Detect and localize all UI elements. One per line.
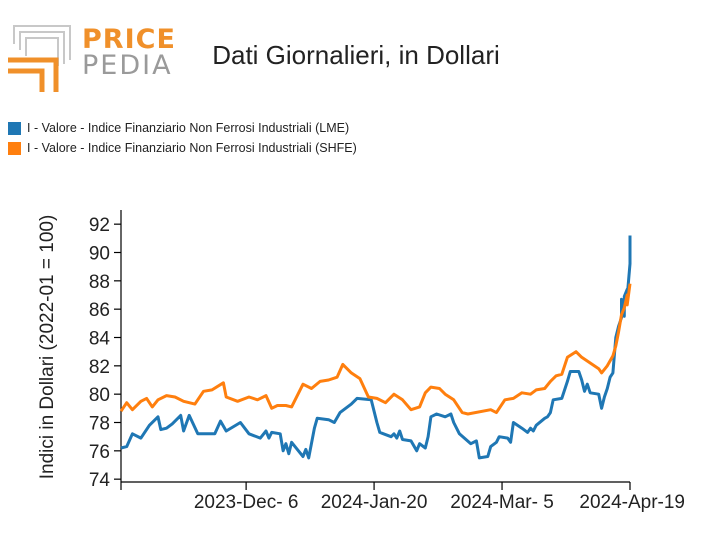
y-tick-label: 86 bbox=[89, 300, 110, 321]
series-line-lme bbox=[120, 235, 632, 460]
x-tick-label: 2024-Mar- 5 bbox=[450, 492, 554, 513]
legend-swatch-lme bbox=[8, 121, 21, 135]
y-tick-label: 92 bbox=[89, 215, 110, 236]
legend-item-lme[interactable]: I - Valore - Indice Finanziario Non Ferr… bbox=[8, 118, 357, 138]
y-tick-label: 90 bbox=[89, 244, 110, 265]
logo-pedia-text: PEDIA bbox=[82, 50, 173, 81]
y-tick-label: 78 bbox=[89, 414, 110, 435]
y-tick-label: 80 bbox=[89, 385, 110, 406]
axes: 74 76 78 80 82 84 86 88 90 92 2023-Dec- 6 2024-Jan-… bbox=[89, 210, 685, 513]
logo-mark-icon bbox=[8, 25, 71, 92]
legend-label-lme: I - Valore - Indice Finanziario Non Ferr… bbox=[27, 121, 350, 135]
pricepedia-logo: PRICE PEDIA bbox=[6, 20, 175, 92]
x-tick-label: 2024-Apr-19 bbox=[579, 492, 685, 513]
logo-price-text: PRICE bbox=[82, 24, 176, 55]
legend: I - Valore - Indice Finanziario Non Ferr… bbox=[8, 118, 357, 158]
y-tick-label: 82 bbox=[89, 357, 110, 378]
series-line-shfe bbox=[119, 283, 632, 416]
legend-item-shfe[interactable]: I - Valore - Indice Finanziario Non Ferr… bbox=[8, 138, 357, 158]
series-layer bbox=[119, 235, 632, 460]
legend-swatch-shfe bbox=[8, 141, 21, 155]
y-axis-label: Indici in Dollari (2022-01 = 100) bbox=[37, 215, 58, 480]
x-tick-label: 2024-Jan-20 bbox=[321, 492, 428, 513]
y-tick-label: 76 bbox=[89, 442, 110, 463]
y-tick-label: 88 bbox=[89, 272, 110, 293]
y-tick-label: 84 bbox=[89, 329, 111, 350]
legend-label-shfe: I - Valore - Indice Finanziario Non Ferr… bbox=[27, 141, 357, 155]
y-tick-label: 74 bbox=[89, 470, 111, 491]
x-tick-label: 2023-Dec- 6 bbox=[194, 492, 299, 513]
chart-title: Dati Giornalieri, in Dollari bbox=[212, 40, 500, 70]
